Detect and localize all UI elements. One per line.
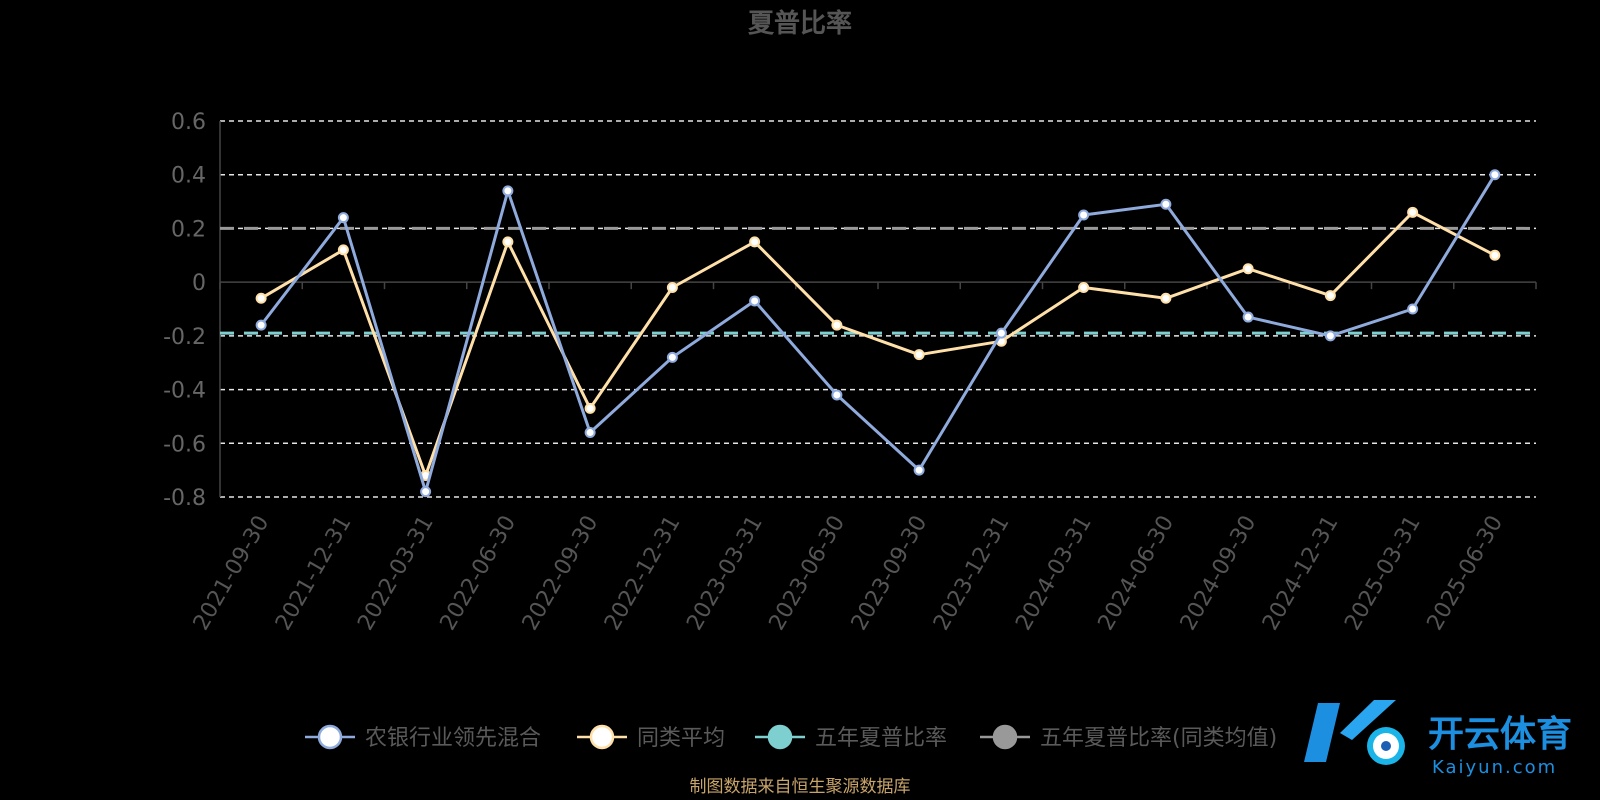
series-0 xyxy=(255,169,1501,498)
legend-swatch-marker xyxy=(767,724,793,750)
legend-item[interactable]: 同类平均 xyxy=(577,724,725,751)
legend-item[interactable]: 五年夏普比率 xyxy=(755,724,947,751)
data-point xyxy=(1078,282,1090,294)
brand-logo-icon xyxy=(1304,700,1405,765)
chart-title: 夏普比率 xyxy=(748,8,852,39)
x-tick-label: 2023-06-30 xyxy=(764,512,850,635)
x-tick-label: 2025-03-31 xyxy=(1340,512,1426,635)
x-tick-label: 2023-09-30 xyxy=(847,512,933,635)
y-tick-label: 0.2 xyxy=(171,217,206,242)
x-tick-label: 2024-06-30 xyxy=(1093,512,1179,635)
data-point xyxy=(1407,206,1419,218)
legend-swatch-marker xyxy=(992,724,1018,750)
y-tick-label: 0 xyxy=(192,271,206,296)
data-point xyxy=(584,427,596,439)
legend-swatch-marker xyxy=(317,724,343,750)
y-tick-label: 0.6 xyxy=(171,110,206,135)
axes xyxy=(219,121,1537,497)
brand-name: 开云体育 xyxy=(1428,714,1572,755)
data-point xyxy=(1489,249,1501,261)
y-tick-label: -0.2 xyxy=(163,325,206,350)
x-tick-label: 2021-09-30 xyxy=(189,512,275,635)
data-point xyxy=(420,486,432,498)
y-tick-label: -0.4 xyxy=(163,379,206,404)
gridlines xyxy=(220,120,1536,498)
data-point xyxy=(913,349,925,361)
series-line xyxy=(259,173,1497,494)
x-tick-label: 2024-12-31 xyxy=(1258,512,1344,635)
data-point xyxy=(1078,209,1090,221)
legend[interactable]: 农银行业领先混合 同类平均 五年夏普比率 五年夏普比率(同类均值) xyxy=(305,724,1277,751)
legend-item[interactable]: 农银行业领先混合 xyxy=(305,724,541,751)
x-tick-label: 2022-06-30 xyxy=(435,512,521,635)
series-1 xyxy=(255,206,1501,482)
data-point xyxy=(749,295,761,307)
data-point xyxy=(1160,292,1172,304)
x-axis-ticks: 2021-09-302021-12-312022-03-312022-06-30… xyxy=(189,512,1508,635)
x-tick-label: 2024-03-31 xyxy=(1011,512,1097,635)
x-tick-label: 2025-06-30 xyxy=(1422,512,1508,635)
legend-label: 五年夏普比率(同类均值) xyxy=(1040,726,1277,751)
data-point xyxy=(337,212,349,224)
data-point xyxy=(502,185,514,197)
legend-swatch-marker xyxy=(589,724,615,750)
x-tick-label: 2023-12-31 xyxy=(929,512,1015,635)
data-point xyxy=(995,327,1007,339)
y-tick-label: -0.6 xyxy=(163,432,206,457)
data-point xyxy=(502,236,514,248)
data-point xyxy=(1242,311,1254,323)
data-point xyxy=(1242,263,1254,275)
x-tick-label: 2021-12-31 xyxy=(271,512,357,635)
data-point xyxy=(1324,290,1336,302)
data-point xyxy=(584,402,596,414)
data-point xyxy=(255,319,267,331)
data-point xyxy=(255,292,267,304)
series-line xyxy=(260,210,1496,477)
data-source-note: 制图数据来自恒生聚源数据库 xyxy=(690,777,911,797)
data-point xyxy=(1489,169,1501,181)
data-point xyxy=(749,236,761,248)
brand-logo: 开云体育 Kaiyun.com xyxy=(1304,700,1572,778)
data-point xyxy=(913,464,925,476)
legend-label: 五年夏普比率 xyxy=(815,726,947,751)
x-tick-label: 2022-03-31 xyxy=(353,512,439,635)
legend-label: 农银行业领先混合 xyxy=(365,726,541,751)
y-axis-ticks: 0.6 0.4 0.2 0 -0.2 -0.4 -0.6 -0.8 xyxy=(163,110,206,511)
data-point xyxy=(1407,303,1419,315)
data-point xyxy=(1324,330,1336,342)
x-tick-label: 2024-09-30 xyxy=(1176,512,1262,635)
legend-label: 同类平均 xyxy=(637,726,725,751)
x-tick-label: 2022-12-31 xyxy=(600,512,686,635)
brand-domain: Kaiyun.com xyxy=(1432,757,1557,778)
series-layer xyxy=(220,169,1536,498)
y-tick-label: -0.8 xyxy=(163,486,206,511)
data-point xyxy=(337,244,349,256)
data-point xyxy=(666,282,678,294)
data-point xyxy=(666,351,678,363)
data-point xyxy=(1160,198,1172,210)
data-point xyxy=(831,389,843,401)
x-tick-label: 2022-09-30 xyxy=(518,512,604,635)
y-tick-label: 0.4 xyxy=(171,164,206,189)
legend-item[interactable]: 五年夏普比率(同类均值) xyxy=(980,724,1277,751)
data-point xyxy=(831,319,843,331)
x-tick-label: 2023-03-31 xyxy=(682,512,768,635)
